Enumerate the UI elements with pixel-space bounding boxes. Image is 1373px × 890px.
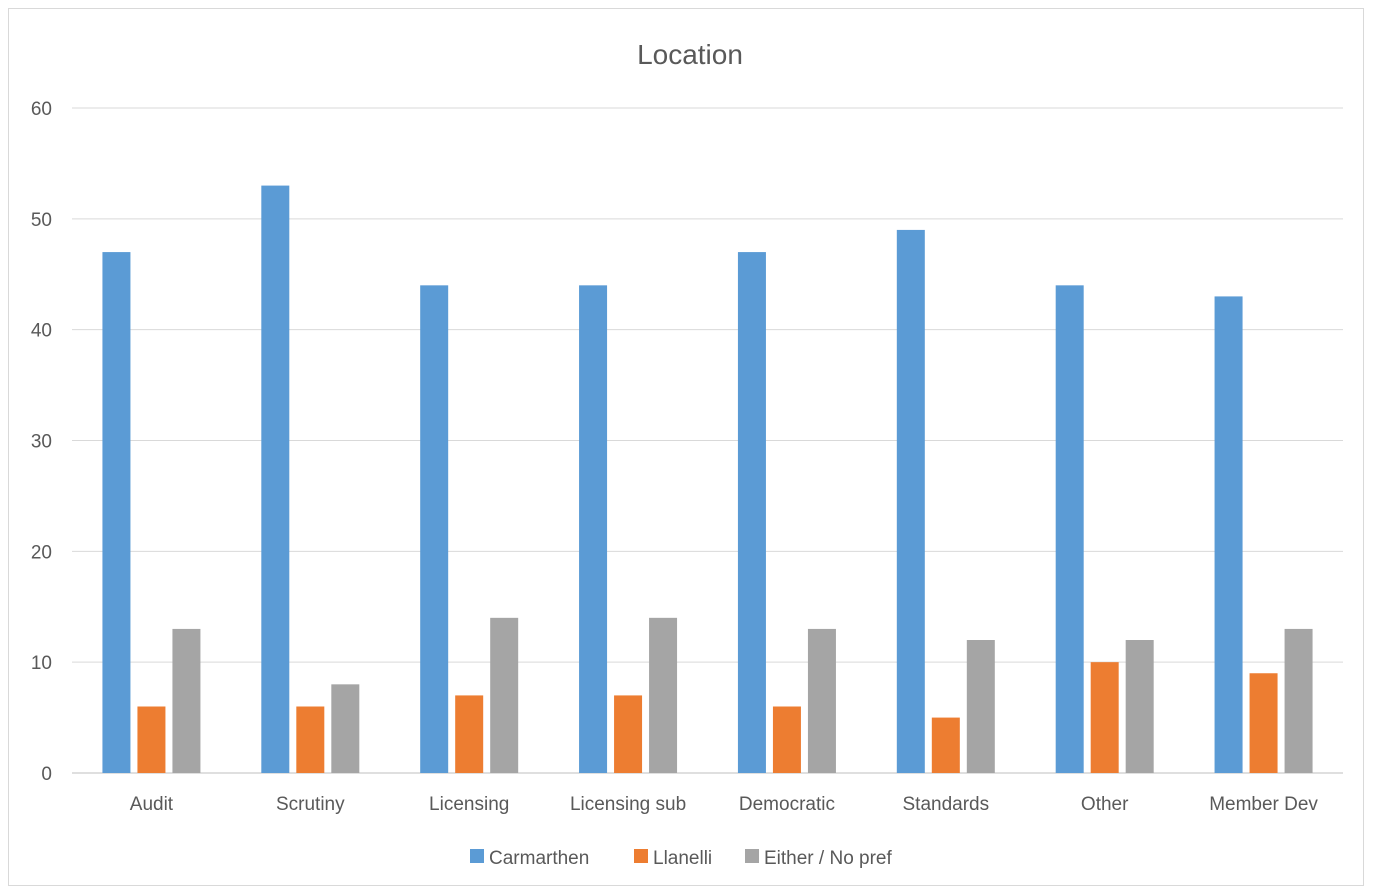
bar-either-no-pref-member-dev (1284, 628, 1313, 773)
legend-label-llanelli: Llanelli (653, 848, 712, 869)
legend-swatch-either-no-pref (745, 849, 759, 863)
legend: Carmarthen Llanelli Either / No pref (470, 848, 892, 869)
x-tick-label: Member Dev (1209, 794, 1318, 815)
bar-carmarthen-licensing-sub (579, 285, 608, 773)
y-tick-label: 20 (31, 542, 52, 563)
bar-either-no-pref-standards (966, 640, 995, 773)
y-tick-label: 60 (31, 99, 52, 120)
y-tick-label: 10 (31, 653, 52, 674)
x-tick-label: Licensing (429, 794, 509, 815)
bar-llanelli-scrutiny (296, 706, 325, 773)
x-tick-label: Audit (130, 794, 174, 815)
legend-label-carmarthen: Carmarthen (489, 848, 589, 869)
bar-carmarthen-member-dev (1214, 296, 1243, 773)
bar-carmarthen-standards (896, 229, 925, 773)
bar-carmarthen-other (1055, 285, 1084, 773)
bar-llanelli-democratic (772, 706, 801, 773)
x-tick-label: Standards (903, 794, 990, 815)
y-tick-label: 40 (31, 321, 52, 342)
y-tick-label: 0 (41, 764, 52, 785)
x-tick-label: Scrutiny (276, 794, 345, 815)
legend-swatch-llanelli (634, 849, 648, 863)
bar-either-no-pref-audit (172, 628, 201, 773)
bar-either-no-pref-licensing (490, 617, 519, 773)
y-axis-ticks: 0 10 20 30 40 50 60 (31, 99, 52, 785)
bar-llanelli-audit (137, 706, 166, 773)
bar-llanelli-member-dev (1249, 673, 1278, 773)
y-tick-label: 30 (31, 432, 52, 453)
x-tick-label: Other (1081, 794, 1129, 815)
bar-either-no-pref-scrutiny (331, 684, 360, 773)
x-tick-label: Democratic (739, 794, 835, 815)
x-tick-label: Licensing sub (570, 794, 686, 815)
bar-llanelli-licensing-sub (614, 695, 643, 773)
bar-carmarthen-scrutiny (261, 185, 290, 774)
bar-carmarthen-licensing (420, 285, 449, 773)
legend-label-either-no-pref: Either / No pref (764, 848, 892, 869)
bar-carmarthen-democratic (737, 252, 766, 774)
bar-either-no-pref-licensing-sub (649, 617, 678, 773)
bar-either-no-pref-other (1125, 640, 1154, 773)
bar-either-no-pref-democratic (807, 628, 836, 773)
bars (102, 185, 1313, 774)
bar-llanelli-other (1090, 662, 1119, 773)
chart-title: Location (637, 39, 743, 70)
legend-swatch-carmarthen (470, 849, 484, 863)
bar-llanelli-licensing (455, 695, 484, 773)
bar-llanelli-standards (931, 717, 960, 773)
x-axis-ticks: Audit Scrutiny Licensing Licensing sub Democ… (130, 794, 1319, 815)
bar-carmarthen-audit (102, 252, 131, 774)
y-tick-label: 50 (31, 210, 52, 231)
